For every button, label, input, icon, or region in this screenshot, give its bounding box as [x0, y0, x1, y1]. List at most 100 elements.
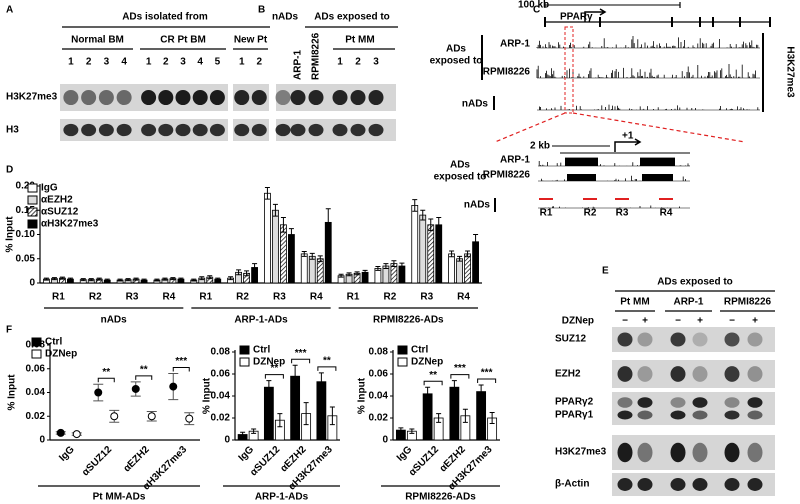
label: F [6, 325, 12, 336]
bar [419, 214, 427, 284]
significance: ** [429, 370, 437, 381]
label: RPMI8226 [311, 32, 322, 80]
error-bar [117, 278, 123, 282]
label: R2 [584, 208, 597, 219]
error-bar [162, 277, 168, 281]
label: ADs [446, 44, 466, 55]
legend-swatch [31, 349, 42, 359]
label: 1 [146, 57, 152, 68]
significance: ** [140, 364, 148, 375]
sig-bracket [477, 378, 497, 383]
rule [494, 112, 566, 143]
rule [572, 112, 746, 143]
label: H3K27me3 [784, 46, 795, 98]
label: 2 [355, 57, 361, 68]
signal-track [536, 36, 760, 48]
band [158, 89, 174, 106]
band [724, 442, 740, 463]
band [234, 89, 250, 106]
label: 100 kb [518, 0, 549, 11]
band [670, 397, 686, 408]
error-bar [398, 427, 404, 433]
mean-dot [110, 412, 119, 421]
x-label: ARP-1-ADs [255, 492, 309, 503]
label: H3K27me3 [555, 447, 607, 458]
mean-dot [72, 430, 81, 439]
band [209, 89, 225, 106]
bar [448, 253, 455, 284]
band [637, 397, 653, 408]
label: C [533, 5, 540, 16]
y-tick-label: 0.08 [369, 347, 389, 358]
label: RPMI8226 [483, 67, 531, 78]
zoom-box [564, 26, 574, 114]
error-bar [409, 428, 415, 434]
label: nADs [272, 12, 299, 23]
y-tick-label: 0 [224, 435, 230, 446]
label: ADs [450, 160, 470, 171]
bar [272, 209, 279, 284]
group-label: RPMI8226-ADs [373, 315, 444, 326]
band [251, 123, 267, 137]
error-bar [207, 275, 213, 280]
error-bar [272, 203, 278, 217]
band [63, 89, 79, 106]
y-tick-label: 0.06 [26, 363, 46, 374]
y-tick-label: 0.15 [16, 205, 36, 216]
error-bar [451, 380, 457, 395]
band [81, 123, 97, 137]
band [724, 410, 740, 420]
mean-dot [147, 412, 156, 421]
mean-dot [56, 428, 65, 437]
x-tick-label: αSUZ12 [407, 444, 441, 478]
legend-label: Ctrl [253, 345, 270, 356]
label: H3 [6, 125, 19, 136]
label: 4 [121, 57, 127, 68]
mean-dot [131, 384, 140, 393]
tss-arrow [584, 8, 607, 22]
error-bar [391, 260, 397, 268]
significance: ** [323, 356, 331, 367]
error-bar [473, 234, 479, 250]
bar [263, 386, 274, 441]
band [116, 123, 132, 137]
error-bar [59, 276, 65, 280]
label: % Input [7, 374, 18, 411]
bar [476, 391, 487, 441]
group-label: ARP-1-ADs [234, 315, 288, 326]
legend-label: DZNep [411, 357, 443, 368]
label: PPARγ1 [555, 410, 594, 421]
error-bar [329, 406, 335, 426]
y-tick-label: 0.02 [369, 413, 389, 424]
label: − [622, 316, 628, 327]
x-tick-label: R3 [420, 292, 433, 303]
band [209, 123, 225, 137]
label: RPMI8226 [483, 170, 531, 181]
bar [411, 204, 419, 284]
label: % Input [202, 377, 213, 414]
legend-label: αSUZ12 [41, 207, 79, 218]
mean-dot [169, 382, 178, 391]
band [368, 123, 384, 137]
error-bar [346, 272, 352, 277]
legend-label: IgG [41, 183, 58, 194]
x-tick-label: R4 [457, 292, 470, 303]
x-tick-label: αSUZ12 [80, 444, 114, 478]
error-bar [251, 428, 257, 434]
x-label: Pt MM-ADs [93, 492, 146, 503]
signal-track [536, 64, 756, 78]
y-tick-label: 0.20 [16, 181, 36, 192]
legend-label: αH3K27me3 [41, 219, 99, 230]
label: 2 [86, 57, 92, 68]
label: ARP-1 [500, 39, 530, 50]
sig-bracket [135, 375, 153, 380]
x-tick-label: IgG [395, 444, 415, 464]
label: − [729, 316, 735, 327]
label: SUZ12 [555, 334, 587, 345]
label: DZNep [562, 316, 594, 327]
band [617, 478, 633, 491]
x-tick-label: IgG [237, 444, 257, 464]
error-bar [309, 252, 315, 260]
significance: *** [295, 348, 307, 359]
